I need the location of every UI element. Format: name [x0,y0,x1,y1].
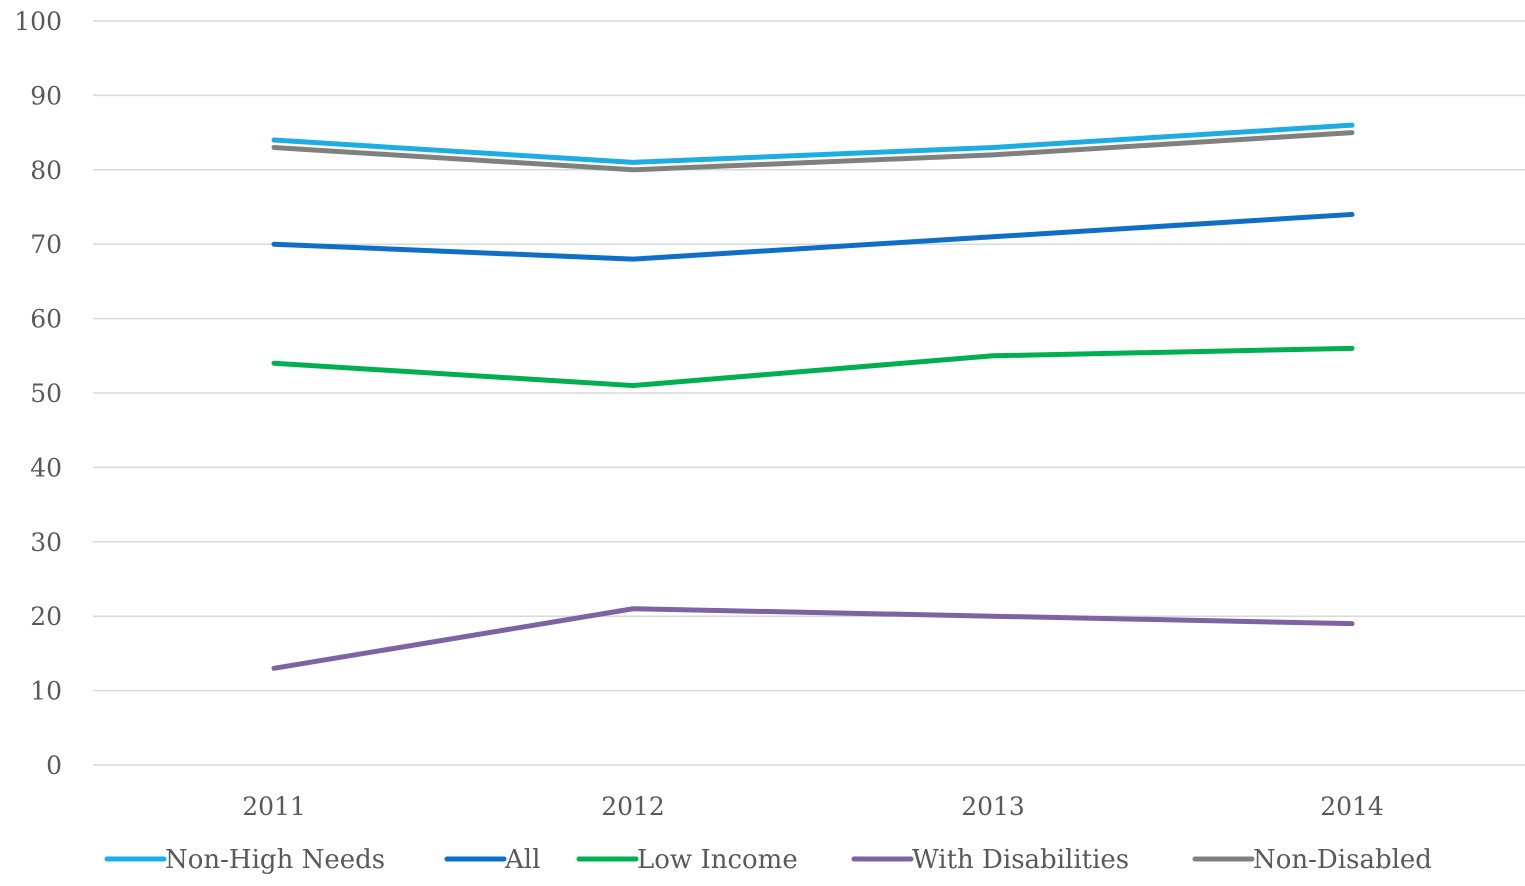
x-tick-label: 2011 [242,792,306,821]
legend: Non-High Needs All Low Income With Disabili… [104,845,1432,875]
series-line-all [271,211,1355,262]
legend-item-non-high-needs: Non-High Needs [104,845,385,875]
x-axis: 2011 2012 2013 2014 [242,792,1384,821]
plot-area [271,122,1355,671]
y-tick-label: 30 [30,528,62,557]
y-tick-label: 20 [30,602,62,631]
legend-item-with-disabilities: With Disabilities [851,845,1129,875]
x-tick-label: 2014 [1320,792,1384,821]
x-tick-label: 2013 [961,792,1025,821]
legend-label: With Disabilities [912,845,1129,875]
y-tick-label: 100 [14,7,62,36]
y-tick-label: 60 [30,305,62,334]
legend-label: Non-Disabled [1253,845,1432,875]
y-axis: 0 10 20 30 40 50 60 70 80 90 100 [14,7,62,780]
series-line-non-disabled [271,130,1355,173]
series-line-low-income [271,345,1355,389]
y-tick-label: 40 [30,453,62,482]
y-tick-label: 70 [30,230,62,259]
gridlines [93,20,1525,766]
y-tick-label: 90 [30,81,62,110]
legend-item-low-income: Low Income [576,845,798,875]
legend-item-non-disabled: Non-Disabled [1192,845,1432,875]
legend-item-all: All [444,845,540,875]
series-line-non-high-needs [271,122,1355,165]
y-tick-label: 10 [30,677,62,706]
y-tick-label: 0 [46,751,62,780]
series-line-with-disabilities [271,606,1355,671]
y-tick-label: 50 [30,379,62,408]
x-tick-label: 2012 [601,792,665,821]
legend-label: All [504,845,540,875]
legend-label: Non-High Needs [165,845,385,875]
legend-label: Low Income [637,845,798,875]
y-tick-label: 80 [30,156,62,185]
